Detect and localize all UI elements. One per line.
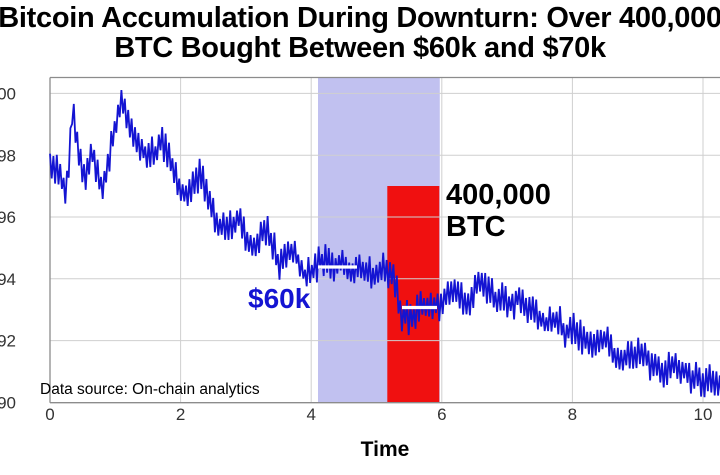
svg-text:2: 2 <box>176 405 185 424</box>
svg-text:90: 90 <box>0 394 16 413</box>
svg-text:0: 0 <box>45 405 54 424</box>
svg-text:BTC: BTC <box>446 211 506 243</box>
svg-text:96: 96 <box>0 208 16 227</box>
svg-text:10: 10 <box>694 405 713 424</box>
svg-text:92: 92 <box>0 332 16 351</box>
svg-text:4: 4 <box>306 405 315 424</box>
svg-text:98: 98 <box>0 146 16 165</box>
svg-text:Time: Time <box>361 438 410 461</box>
svg-text:94: 94 <box>0 270 16 289</box>
svg-text:Data source: On-chain analytic: Data source: On-chain analytics <box>40 381 260 398</box>
svg-text:8: 8 <box>568 405 577 424</box>
svg-text:400,000: 400,000 <box>446 179 551 211</box>
svg-text:$60k: $60k <box>248 283 311 314</box>
svg-text:6: 6 <box>437 405 446 424</box>
svg-text:100: 100 <box>0 85 16 104</box>
